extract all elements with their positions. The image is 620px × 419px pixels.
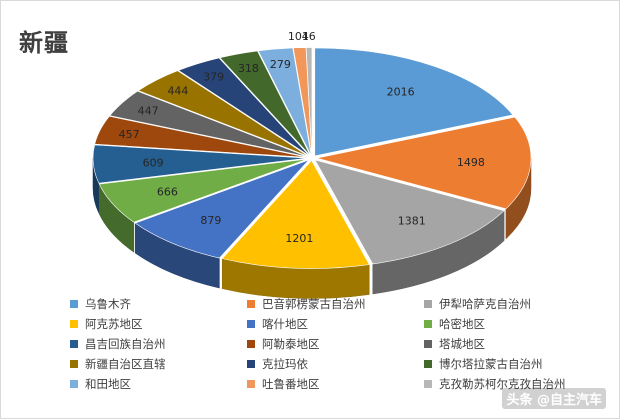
legend-item-9: 新疆自治区直辖 [70,356,247,372]
legend-item-2: 伊犁哈萨克自治州 [424,296,590,312]
legend-swatch-12 [70,380,78,388]
pie-labels: 2016 1498 1381 1201 879 666 609 457 447 444 379 318… [119,30,485,245]
legend-swatch-14 [424,380,432,388]
legend-item-7: 阿勒泰地区 [247,336,424,352]
legend-swatch-3 [70,320,78,328]
data-label-14: 46 [302,30,316,43]
legend-item-0: 乌鲁木齐 [70,296,247,312]
chart-title: 新疆 [19,29,69,57]
legend-label-1: 巴音郭楞蒙古自治州 [262,297,366,311]
legend-swatch-10 [247,360,255,368]
legend-swatch-0 [70,300,78,308]
legend-item-6: 昌吉回族自治州 [70,336,247,352]
legend-label-12: 和田地区 [85,377,131,391]
legend-swatch-13 [247,380,255,388]
legend-item-3: 阿克苏地区 [70,316,247,332]
legend-item-5: 哈密地区 [424,316,590,332]
legend-swatch-5 [424,320,432,328]
pie-slice-4 [134,159,310,259]
pie-slice-2 [314,159,505,265]
legend-label-14: 克孜勒苏柯尔克孜自治州 [439,377,566,391]
legend-item-8: 塔城地区 [424,336,590,352]
data-label-6: 609 [143,156,164,169]
legend-item-1: 巴音郭楞蒙古自治州 [247,296,424,312]
pie-slice-8 [109,90,308,158]
legend-swatch-6 [70,340,78,348]
pie-tops [92,47,532,269]
source-watermark: 头条 @自主汽车 [502,388,606,409]
legend-swatch-9 [70,360,78,368]
data-label-11: 318 [238,62,259,75]
pie-slice-1 [316,116,532,210]
legend-item-12: 和田地区 [70,376,247,392]
data-label-10: 379 [203,71,224,84]
legend-swatch-7 [247,340,255,348]
legend-swatch-8 [424,340,432,348]
legend-label-5: 哈密地区 [439,317,485,331]
legend-item-10: 克拉玛依 [247,356,424,372]
chart-legend: 乌鲁木齐 巴音郭楞蒙古自治州 伊犁哈萨克自治州阿克苏地区 喀什地区 哈密地区昌吉回族自治… [70,296,590,392]
data-label-1: 1498 [457,156,485,169]
pie-slice-0 [314,47,514,157]
legend-label-11: 博尔塔拉蒙古自治州 [439,357,543,371]
pie-slice-7 [94,115,308,158]
data-label-12: 279 [270,58,291,71]
legend-label-7: 阿勒泰地区 [262,337,320,351]
legend-label-4: 喀什地区 [262,317,308,331]
pie-slice-3 [221,160,370,269]
legend-item-14: 克孜勒苏柯尔克孜自治州 [424,376,590,392]
pie-slice-14 [305,47,313,156]
pie-slice-5 [98,158,308,223]
legend-label-8: 塔城地区 [439,337,485,351]
legend-label-10: 克拉玛依 [262,357,308,371]
legend-swatch-1 [247,300,255,308]
legend-item-11: 博尔塔拉蒙古自治州 [424,356,590,372]
legend-label-3: 阿克苏地区 [85,317,143,331]
legend-label-0: 乌鲁木齐 [85,297,131,311]
data-label-8: 447 [138,104,159,117]
legend-label-9: 新疆自治区直辖 [85,357,166,371]
legend-swatch-2 [424,300,432,308]
legend-swatch-4 [247,320,255,328]
pie-slice-9 [137,70,309,157]
data-label-7: 457 [119,128,140,141]
legend-label-6: 昌吉回族自治州 [85,337,166,351]
pie-slice-6 [92,144,308,184]
pie-slice-11 [219,50,311,156]
legend-item-4: 喀什地区 [247,316,424,332]
data-label-3: 1201 [285,232,313,245]
data-label-9: 444 [167,85,188,98]
legend-label-13: 吐鲁番地区 [262,377,320,391]
data-label-4: 879 [200,214,221,227]
legend-item-13: 吐鲁番地区 [247,376,424,392]
legend-label-2: 伊犁哈萨克自治州 [439,297,531,311]
data-label-13: 101 [288,30,309,43]
data-label-5: 666 [157,185,178,198]
legend-swatch-11 [424,360,432,368]
pie-slice-12 [257,47,312,156]
data-label-2: 1381 [398,215,426,228]
data-label-0: 2016 [387,85,415,98]
pie-slice-10 [177,57,310,157]
